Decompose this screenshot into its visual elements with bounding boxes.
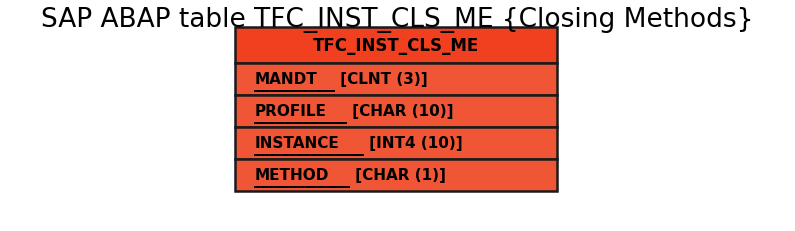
Bar [235,28,556,64]
Text: SAP ABAP table TFC_INST_CLS_ME {Closing Methods}: SAP ABAP table TFC_INST_CLS_ME {Closing … [41,7,754,33]
Bar [235,127,556,159]
Bar [235,64,556,95]
Bar [235,159,556,191]
Text: MANDT: MANDT [254,72,317,87]
Bar [235,95,556,127]
Text: [INT4 (10)]: [INT4 (10)] [364,136,463,151]
Text: TFC_INST_CLS_ME: TFC_INST_CLS_ME [312,37,479,55]
Text: PROFILE: PROFILE [254,104,326,119]
Text: [CHAR (1)]: [CHAR (1)] [351,168,446,182]
Text: [CLNT (3)]: [CLNT (3)] [335,72,428,87]
Text: INSTANCE: INSTANCE [254,136,339,151]
Text: METHOD: METHOD [254,168,329,182]
Text: [CHAR (10)]: [CHAR (10)] [347,104,454,119]
